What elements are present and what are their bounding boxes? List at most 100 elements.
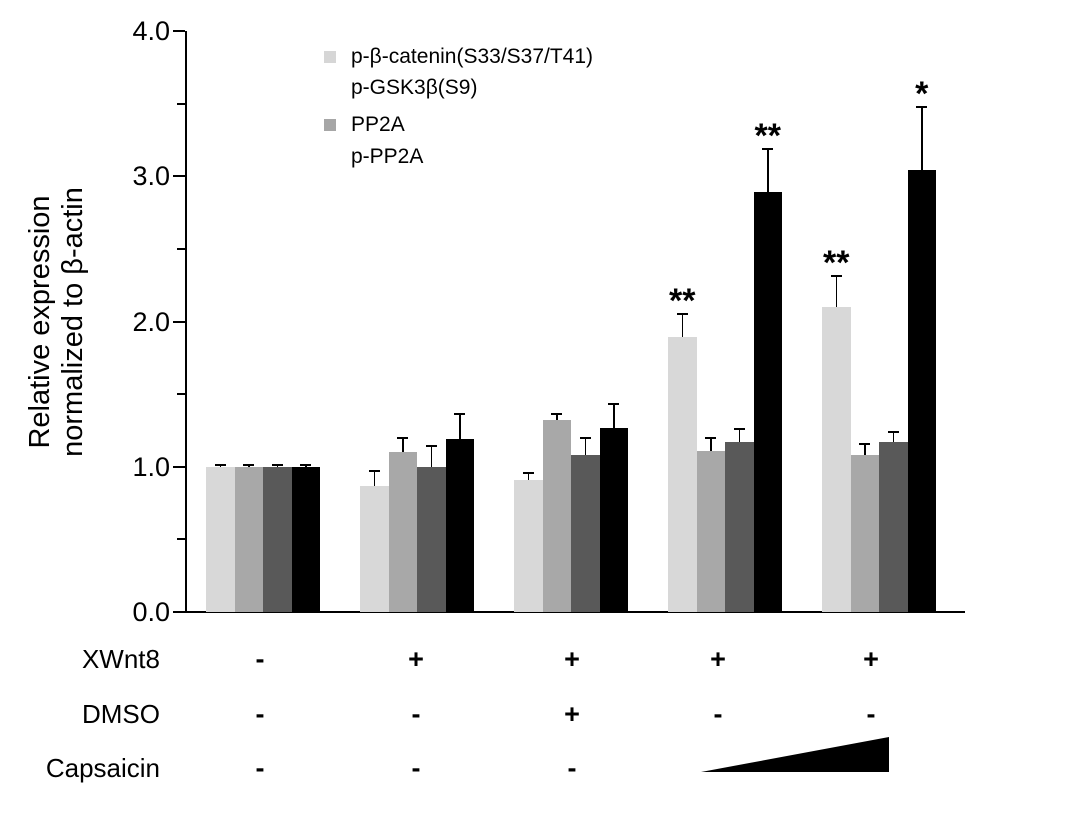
bar-group3-series4 [599,427,628,612]
bar-group3-series3 [571,455,600,612]
bar-group5-series2 [850,455,879,612]
y-axis-title: Relative expression normalized to β-acti… [24,62,90,582]
bar-group2-series3 [417,466,446,612]
y-minor-tick-1.5 [177,393,185,396]
errorbar-cap-g1-s3 [271,464,283,467]
bar-group3-series2 [542,420,571,612]
treatment-symbol-capsaicin-col2: - [411,753,421,783]
treatment-symbol-capsaicin-col1: - [255,753,265,783]
bar-group2-series1 [360,485,389,612]
errorbar-cap-g2-s3 [425,445,437,448]
errorbar-whisker-g2-s4 [459,414,461,440]
errorbar-cap-g2-s4 [454,413,466,416]
errorbar-cap-g5-s2 [859,442,871,445]
y-minor-tick-2.5 [177,247,185,250]
errorbar-whisker-g2-s3 [430,446,432,467]
errorbar-cap-g5-s1 [830,275,842,278]
treatment-symbol-xwnt8-col2: + [408,644,424,674]
errorbar-cap-g4-s2 [705,436,717,439]
y-tick-label-2.0: 2.0 [132,306,170,337]
errorbar-cap-g1-s2 [243,464,255,467]
treatment-symbol-xwnt8-col5: + [863,644,879,674]
y-major-tick-3.0 [173,175,185,178]
bar-group2-series2 [388,452,417,612]
treatment-symbol-dmso-col5: - [866,699,876,729]
y-axis-line [185,31,187,613]
significance-marker-g5-s1: ** [823,244,850,283]
y-axis-title-line1: Relative expression [24,195,56,449]
errorbar-cap-g4-s4 [762,147,774,150]
errorbar-cap-g2-s2 [397,436,409,439]
errorbar-whisker-g3-s3 [584,437,586,456]
y-tick-label-1.0: 1.0 [132,451,170,482]
legend-swatch-0 [324,51,336,63]
bar-group4-series1 [668,337,697,612]
errorbar-cap-g3-s2 [551,413,563,416]
errorbar-whisker-g4-s2 [710,437,712,451]
errorbar-cap-g3-s3 [579,436,591,439]
errorbar-whisker-g4-s1 [681,314,683,338]
bar-group5-series1 [822,306,851,612]
errorbar-cap-g5-s3 [887,430,899,433]
treatment-symbol-dmso-col1: - [255,699,265,729]
errorbar-whisker-g3-s2 [556,414,558,421]
significance-marker-g4-s4: ** [754,116,781,155]
errorbar-cap-g4-s3 [733,427,745,430]
errorbar-cap-g1-s4 [300,464,312,467]
legend-label-3: p-PP2A [351,145,424,168]
bar-group4-series4 [753,192,782,612]
errorbar-whisker-g4-s4 [767,148,769,193]
bar-group3-series1 [514,479,543,612]
significance-marker-g5-s4: * [915,74,929,113]
significance-marker-g4-s1: ** [669,282,696,321]
errorbar-cap-g3-s4 [608,403,620,406]
treatment-row-label-dmso: DMSO [82,699,160,729]
legend-label-1: p-GSK3β(S9) [351,76,478,99]
bar-group4-series3 [725,442,754,612]
errorbar-whisker-g2-s1 [373,471,375,486]
treatment-symbol-capsaicin-col3: - [567,753,577,783]
treatment-row-label-xwnt8: XWnt8 [81,644,160,674]
bar-group1-series2 [234,466,263,612]
errorbar-whisker-g3-s1 [527,472,529,480]
errorbar-cap-g5-s4 [916,105,928,108]
y-tick-label-3.0: 3.0 [132,161,170,192]
bar-group4-series2 [696,450,725,612]
y-tick-label-4.0: 4.0 [132,16,170,46]
errorbar-whisker-g5-s1 [835,276,837,307]
errorbar-cap-g2-s1 [368,470,380,473]
y-tick-label-0.0: 0.0 [132,597,170,627]
errorbar-whisker-g5-s4 [921,106,923,171]
treatment-symbol-xwnt8-col1: - [255,644,265,674]
capsaicin-dose-gradient-triangle [701,737,889,772]
errorbar-whisker-g2-s2 [402,437,404,453]
errorbar-whisker-g5-s3 [892,431,894,443]
y-major-tick-1.0 [173,465,185,468]
y-minor-tick-0.5 [177,538,185,541]
y-major-tick-4.0 [173,30,185,32]
legend-label-0: p-β-catenin(S33/S37/T41) [351,45,594,68]
legend-label-2: PP2A [351,113,405,136]
bar-group1-series1 [206,466,235,612]
errorbar-whisker-g4-s3 [738,428,740,443]
treatment-symbol-xwnt8-col3: + [564,644,580,674]
bar-group1-series4 [291,466,320,612]
y-major-tick-0.0 [173,611,185,613]
treatment-symbol-dmso-col3: + [564,699,580,729]
errorbar-cap-g1-s1 [214,464,226,467]
errorbar-cap-g4-s1 [676,313,688,316]
bar-group5-series4 [907,170,936,612]
treatment-row-label-capsaicin: Capsaicin [45,753,160,783]
y-major-tick-2.0 [173,320,185,323]
legend-swatch-2 [324,119,336,131]
errorbar-whisker-g3-s4 [613,404,615,428]
bar-group2-series4 [445,439,474,612]
bar-group1-series3 [263,466,292,612]
y-minor-tick-3.5 [177,102,185,105]
bar-group5-series3 [879,442,908,612]
treatment-symbol-dmso-col2: - [411,699,421,729]
x-axis-line [185,611,965,613]
errorbar-cap-g3-s1 [522,471,534,474]
treatment-symbol-xwnt8-col4: + [710,644,726,674]
